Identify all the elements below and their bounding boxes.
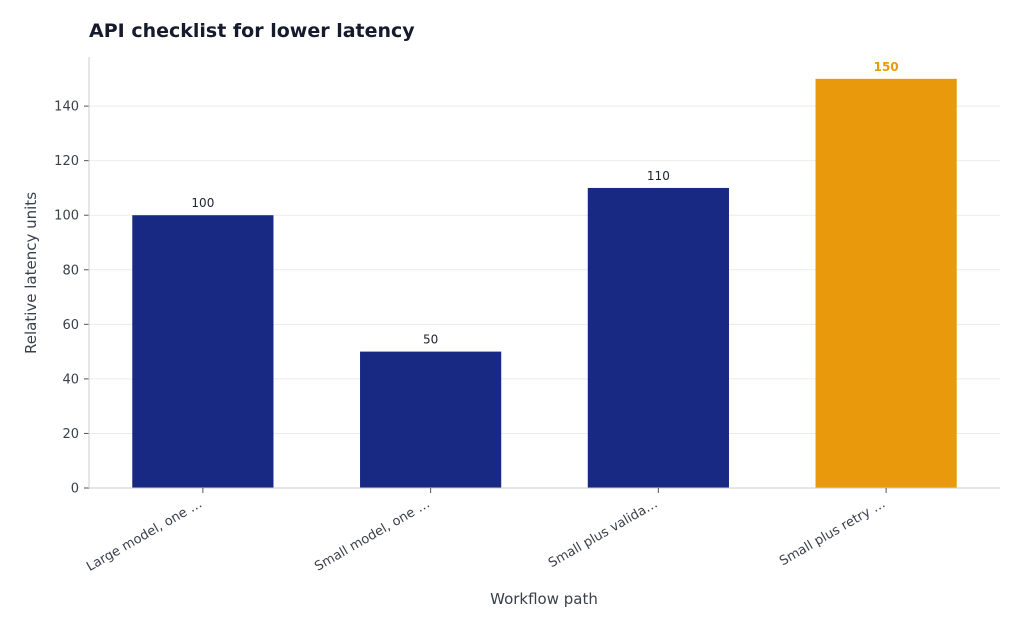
data-label: 150 — [874, 60, 899, 74]
data-label: 50 — [423, 333, 438, 347]
y-tick-label: 0 — [71, 482, 79, 497]
data-label: 100 — [191, 196, 214, 210]
y-tick-label: 140 — [54, 100, 79, 115]
x-tick-label: Large model, one … — [84, 496, 205, 574]
y-tick-label: 20 — [62, 427, 79, 442]
bar — [132, 215, 274, 488]
y-axis-title: Relative latency units — [22, 192, 40, 354]
chart-title: API checklist for lower latency — [89, 20, 415, 42]
y-tick-label: 80 — [62, 263, 79, 278]
bars — [132, 78, 957, 488]
y-tick-label: 120 — [54, 154, 79, 169]
bar-highlighted — [815, 78, 957, 488]
x-tick-label: Small plus retry … — [777, 496, 888, 569]
x-axis-title: Workflow path — [490, 590, 598, 608]
bar — [360, 351, 502, 488]
x-tick-label: Small plus valida… — [546, 496, 660, 571]
y-tick-label: 100 — [54, 209, 79, 224]
data-labels: 100 50 110 150 — [191, 60, 898, 347]
data-label: 110 — [647, 169, 670, 183]
y-tick-label: 40 — [62, 372, 79, 387]
x-tick-label: Small model, one … — [312, 496, 432, 574]
bar — [587, 187, 729, 488]
y-tick-label: 60 — [62, 318, 79, 333]
